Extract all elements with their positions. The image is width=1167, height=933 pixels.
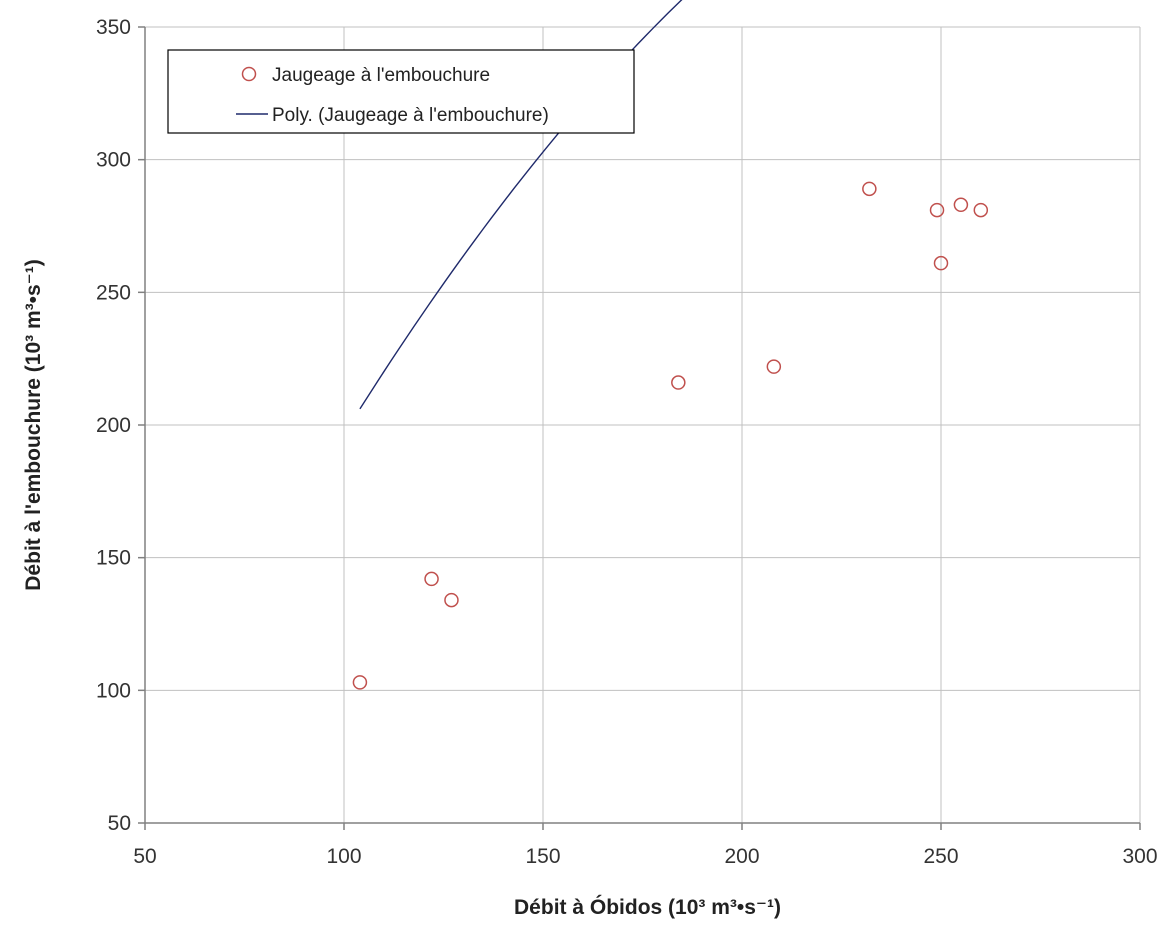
axes: 50 100 150 200 250 300 50 100 150 200 250 300 350 [96, 16, 1158, 868]
y-tick-label: 250 [96, 281, 131, 304]
data-point [671, 375, 686, 390]
x-axis-title: Débit à Óbidos (10³ m³•s⁻¹) [514, 895, 781, 919]
y-tick-label: 300 [96, 149, 131, 172]
legend-entry-label: Jaugeage à l'embouchure [272, 65, 490, 86]
y-tick-label: 200 [96, 414, 131, 437]
data-point [933, 255, 949, 271]
data-point [424, 571, 439, 587]
data-point [352, 675, 368, 690]
data-point [929, 202, 945, 218]
legend-swatch-marker [241, 66, 257, 82]
data-point [862, 181, 877, 197]
x-tick-label: 150 [525, 845, 560, 868]
y-axis-title: Débit à l'embouchure (10³ m³•s⁻¹) [22, 259, 45, 590]
axis-titles: Débit à Óbidos (10³ m³•s⁻¹) Débit à l'emb… [22, 259, 781, 919]
y-tick-label: 100 [96, 679, 131, 702]
x-tick-label: 50 [133, 845, 156, 868]
x-tick-label: 250 [923, 845, 958, 868]
x-tick-label: 200 [724, 845, 759, 868]
data-point [953, 197, 969, 213]
grid [144, 26, 1141, 824]
x-tick-label: 300 [1122, 845, 1157, 868]
legend-box [167, 49, 635, 134]
legend: Jaugeage à l'embouchure Poly. (Jaugeage à… [167, 49, 635, 134]
data-point [444, 592, 459, 608]
trendline-curve [359, 0, 683, 410]
y-tick-label: 50 [108, 812, 131, 835]
data-points [352, 181, 989, 690]
y-tick-label: 150 [96, 547, 131, 570]
legend-entry-label: Poly. (Jaugeage à l'embouchure) [272, 105, 549, 126]
x-tick-label: 100 [326, 845, 361, 868]
data-point [766, 359, 782, 374]
trendline-layer [359, 0, 683, 410]
y-tick-label: 350 [96, 16, 131, 39]
data-point [973, 202, 989, 218]
